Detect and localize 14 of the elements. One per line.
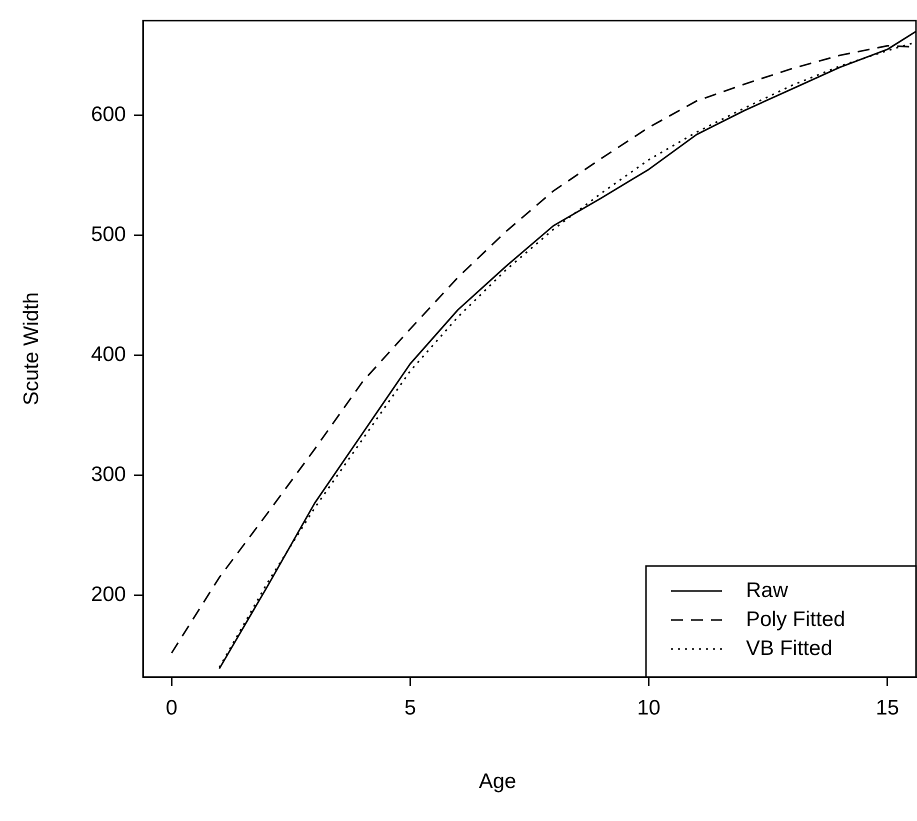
y-tick-label: 200 (90, 583, 126, 606)
x-tick-label: 15 (876, 696, 900, 720)
x-axis-title: Age (478, 770, 516, 793)
y-tick-label: 600 (90, 103, 126, 126)
y-tick-label: 400 (90, 343, 126, 366)
legend-label: VB Fitted (746, 636, 832, 660)
y-tick-label: 500 (90, 223, 126, 246)
y-axis-title: Scute Width (20, 292, 43, 406)
x-tick-label: 5 (404, 696, 416, 720)
x-tick-label: 10 (637, 696, 660, 720)
legend-label: Raw (746, 578, 789, 602)
y-tick-label: 300 (90, 463, 126, 486)
x-tick-label: 0 (166, 696, 178, 720)
legend-label: Poly Fitted (746, 608, 846, 631)
